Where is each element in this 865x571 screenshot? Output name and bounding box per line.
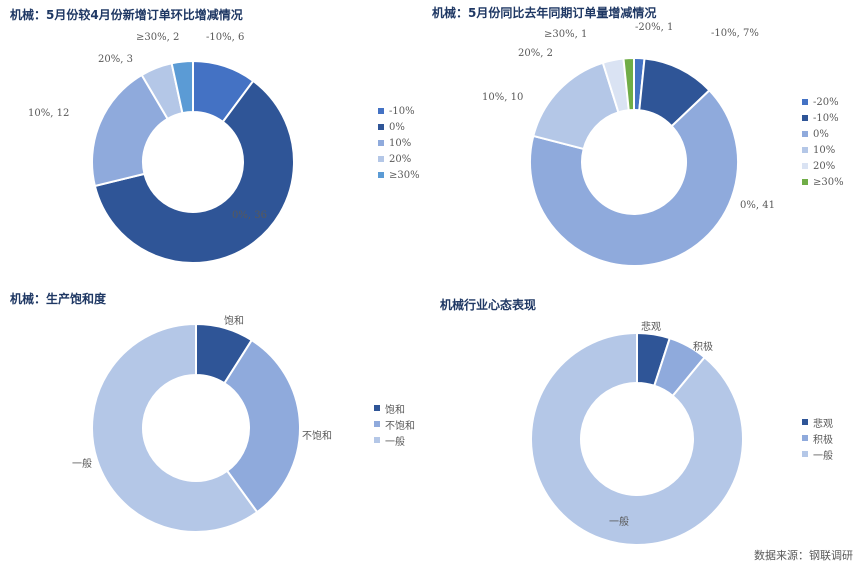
legend-swatch: [374, 405, 380, 411]
legend-label: -10%: [389, 105, 415, 117]
legend-swatch: [378, 108, 384, 114]
legend-swatch: [802, 163, 808, 169]
legend-item: 20%: [802, 158, 844, 174]
chart2-slice-3: [532, 61, 620, 151]
legend-item: 10%: [378, 135, 420, 151]
chart3-legend: 饱和 不饱和 一般: [374, 400, 415, 448]
data-label: 积极: [693, 342, 713, 353]
legend-item: 20%: [378, 151, 420, 167]
legend-item: -20%: [802, 94, 844, 110]
legend-label: 一般: [813, 450, 833, 462]
legend-label: 20%: [389, 153, 412, 165]
legend-item: -10%: [378, 103, 420, 119]
chart2-legend: -20% -10% 0% 10% 20% ≥30%: [802, 94, 844, 190]
data-label: 悲观: [641, 322, 661, 333]
data-label: 10%, 10: [482, 92, 524, 103]
chart2-title: 机械：5月份同比去年同期订单量增减情况: [432, 6, 657, 20]
legend-label: 饱和: [385, 404, 405, 416]
legend-label: ≥30%: [813, 176, 844, 188]
legend-item: 0%: [802, 126, 844, 142]
chart4-legend: 悲观 积极 一般: [802, 414, 833, 462]
legend-label: 10%: [389, 137, 412, 149]
data-label: ≥30%, 1: [544, 29, 588, 40]
legend-item: 悲观: [802, 414, 833, 430]
legend-item: ≥30%: [378, 167, 420, 183]
legend-item: 不饱和: [374, 416, 415, 432]
data-label: ≥30%, 2: [136, 32, 180, 43]
data-source: 数据来源：钢联调研: [754, 549, 853, 562]
legend-swatch: [802, 419, 808, 425]
chart2-slice-5: [622, 56, 635, 112]
legend-item: 0%: [378, 119, 420, 135]
data-label: 10%, 12: [28, 108, 70, 119]
data-label: 20%, 3: [98, 54, 133, 65]
legend-swatch: [802, 451, 808, 457]
legend-label: ≥30%: [389, 169, 420, 181]
legend-swatch: [802, 147, 808, 153]
legend-label: -10%: [813, 112, 839, 124]
data-label: -10%, 6: [206, 32, 245, 43]
legend-swatch: [802, 115, 808, 121]
chart2-slice-2: [529, 88, 739, 267]
legend-swatch: [378, 140, 384, 146]
chart1-title: 机械：5月份较4月份新增订单环比增减情况: [10, 8, 243, 22]
data-label: 20%, 2: [518, 48, 553, 59]
legend-swatch: [802, 179, 808, 185]
data-label: -20%, 1: [635, 22, 674, 33]
legend-label: 积极: [813, 434, 833, 446]
data-label: 不饱和: [302, 431, 332, 442]
legend-swatch: [378, 172, 384, 178]
legend-swatch: [802, 131, 808, 137]
chart1-legend: -10% 0% 10% 20% ≥30%: [378, 103, 420, 183]
legend-label: 一般: [385, 436, 405, 448]
legend-swatch: [374, 437, 380, 443]
data-label: 饱和: [224, 316, 244, 327]
data-label: 0%, 41: [740, 200, 775, 211]
legend-label: 0%: [389, 121, 405, 133]
legend-swatch: [802, 99, 808, 105]
legend-swatch: [802, 435, 808, 441]
legend-label: -20%: [813, 96, 839, 108]
data-label: 0%, 36: [232, 210, 267, 221]
data-label: 一般: [72, 459, 92, 470]
chart3-title: 机械：生产饱和度: [10, 292, 107, 306]
chart1-slice-1: [93, 79, 295, 264]
legend-swatch: [378, 124, 384, 130]
legend-item: 10%: [802, 142, 844, 158]
chart1-slice-2: [91, 73, 169, 188]
legend-label: 10%: [813, 144, 836, 156]
data-label: 一般: [609, 517, 629, 528]
legend-item: 一般: [374, 432, 415, 448]
chart3-slice-2: [91, 322, 259, 533]
chart3-slice-1: [223, 338, 301, 514]
legend-swatch: [374, 421, 380, 427]
legend-item: 一般: [802, 446, 833, 462]
chart4-title: 机械行业心态表现: [440, 298, 537, 312]
legend-item: ≥30%: [802, 174, 844, 190]
chart1-slice-4: [170, 59, 194, 115]
legend-label: 不饱和: [385, 420, 415, 432]
legend-label: 20%: [813, 160, 836, 172]
chart4-slice-2: [530, 331, 744, 546]
legend-item: -10%: [802, 110, 844, 126]
legend-swatch: [378, 156, 384, 162]
legend-label: 0%: [813, 128, 829, 140]
legend-item: 积极: [802, 430, 833, 446]
data-label: -10%, 7%: [711, 28, 759, 39]
legend-item: 饱和: [374, 400, 415, 416]
legend-label: 悲观: [813, 418, 833, 430]
